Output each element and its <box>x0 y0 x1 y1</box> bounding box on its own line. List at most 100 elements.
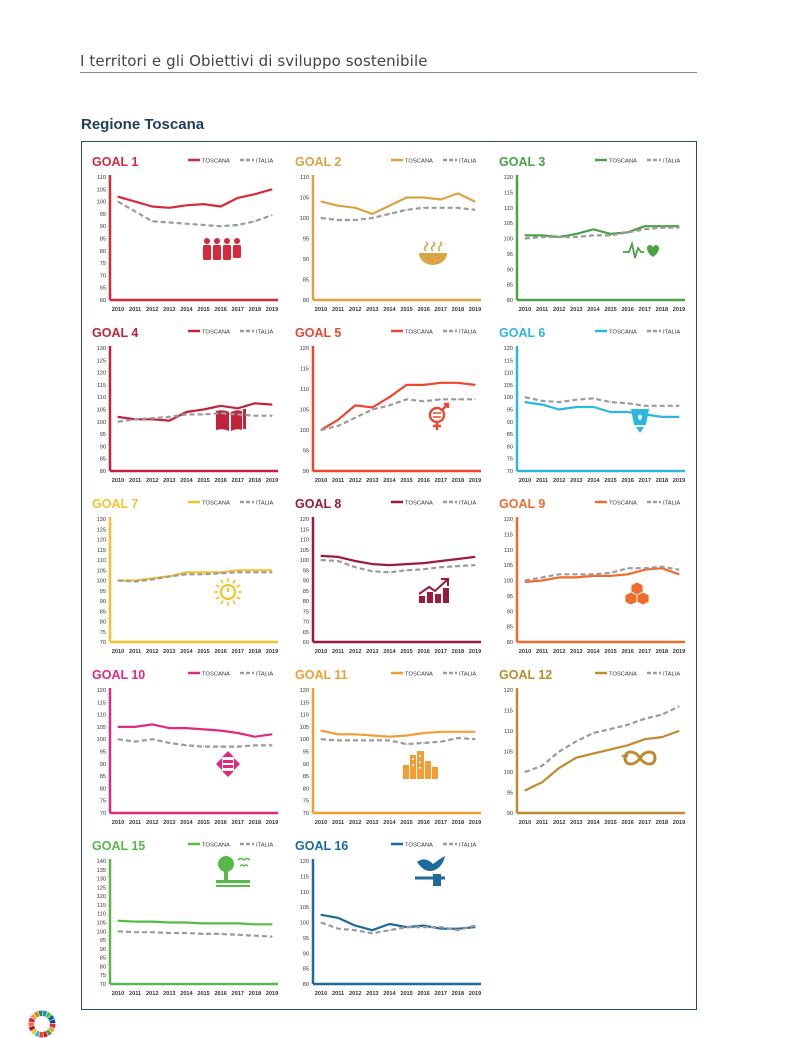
y-tick-label: 105 <box>300 196 309 202</box>
data-point-italia <box>271 571 273 573</box>
data-point-italia <box>388 213 391 215</box>
x-tick-label: 2016 <box>417 991 429 997</box>
data-point-italia <box>220 572 222 574</box>
data-point-toscana <box>678 573 680 575</box>
book-icon <box>216 409 246 431</box>
data-point-italia <box>575 236 577 238</box>
x-tick-label: 2017 <box>639 307 651 313</box>
x-tick-label: 2015 <box>400 649 412 655</box>
y-tick-label: 95 <box>303 750 309 756</box>
data-point-toscana <box>423 924 425 927</box>
x-tick-label: 2010 <box>315 478 327 484</box>
x-tick-label: 2013 <box>366 820 378 826</box>
data-point-italia <box>371 570 373 572</box>
y-tick-label: 90 <box>303 951 309 957</box>
x-tick-label: 2011 <box>332 307 344 313</box>
data-point-italia <box>117 738 119 740</box>
data-point-italia <box>609 234 612 237</box>
data-point-toscana <box>254 402 256 404</box>
y-tick-label: 85 <box>100 237 106 243</box>
legend-label-italia: ITALIA <box>256 843 273 849</box>
data-point-toscana <box>354 207 356 209</box>
y-tick-label: 110 <box>300 713 309 719</box>
legend-label-toscana: TOSCANA <box>609 672 637 678</box>
data-point-italia <box>423 568 425 570</box>
data-point-italia <box>320 559 322 561</box>
x-tick-label: 2016 <box>621 307 633 313</box>
data-point-toscana <box>168 727 170 729</box>
x-tick-label: 2014 <box>587 478 600 484</box>
x-tick-label: 2014 <box>587 820 600 826</box>
x-tick-label: 2019 <box>266 991 278 997</box>
data-point-toscana <box>644 569 646 571</box>
x-tick-label: 2019 <box>673 307 685 313</box>
y-tick-label: 70 <box>303 620 309 626</box>
series-line-toscana <box>524 729 680 792</box>
sdg-wheel-segment <box>30 1013 37 1020</box>
x-tick-label: 2012 <box>146 307 158 313</box>
data-point-italia <box>558 750 560 753</box>
data-point-italia <box>524 237 526 240</box>
x-tick-label: 2017 <box>639 649 651 655</box>
y-tick-label: 95 <box>303 237 309 243</box>
x-tick-label: 2018 <box>656 649 668 655</box>
x-tick-label: 2010 <box>519 649 531 655</box>
data-point-italia <box>541 400 543 402</box>
y-tick-label: 115 <box>504 532 513 538</box>
y-tick-label: 65 <box>303 630 309 636</box>
y-tick-label: 80 <box>303 982 309 988</box>
series-line-toscana <box>320 729 475 738</box>
y-tick-label: 85 <box>507 432 513 438</box>
y-tick-label: 70 <box>100 811 106 817</box>
data-point-toscana <box>202 408 205 411</box>
x-tick-label: 2014 <box>180 478 193 484</box>
series-line-italia <box>117 412 272 423</box>
data-point-italia <box>678 405 680 407</box>
legend-label-italia: ITALIA <box>459 330 476 336</box>
legend-label-italia: ITALIA <box>663 330 680 336</box>
data-point-italia <box>220 225 222 227</box>
chart-goal-4: GOAL 4 TOSCANA ITALIA 80 85 90 95 100 105 110 115 1… <box>88 321 283 486</box>
data-point-italia <box>405 926 408 928</box>
y-tick-label: 70 <box>100 640 106 646</box>
data-point-toscana <box>371 563 373 565</box>
chart-svg: GOAL 15 TOSCANA ITALIA 70 75 80 85 90 95 100 105 11… <box>92 839 278 997</box>
legend-label-italia: ITALIA <box>256 501 273 507</box>
data-point-italia <box>405 209 408 211</box>
x-tick-label: 2015 <box>197 649 209 655</box>
data-point-italia <box>185 932 188 934</box>
x-tick-label: 2010 <box>519 478 531 484</box>
x-tick-label: 2012 <box>146 478 158 484</box>
x-tick-label: 2010 <box>112 991 124 997</box>
data-point-toscana <box>423 384 425 386</box>
data-point-toscana <box>405 563 408 565</box>
data-point-italia <box>151 931 153 933</box>
legend-label-toscana: TOSCANA <box>609 501 637 507</box>
x-tick-label: 2011 <box>536 307 548 313</box>
data-point-toscana <box>575 233 577 235</box>
y-tick-label: 110 <box>300 175 309 181</box>
data-point-italia <box>271 744 273 746</box>
y-tick-label: 90 <box>303 257 309 263</box>
y-tick-label: 125 <box>97 358 106 364</box>
data-point-italia <box>202 745 205 748</box>
data-point-toscana <box>440 382 442 384</box>
y-tick-label: 85 <box>100 956 106 962</box>
y-tick-label: 100 <box>300 737 309 743</box>
legend-label-italia: ITALIA <box>256 159 273 165</box>
data-point-italia <box>558 401 560 403</box>
y-tick-label: 110 <box>97 558 106 564</box>
x-tick-label: 2010 <box>112 478 124 484</box>
x-tick-label: 2015 <box>197 820 209 826</box>
legend-label-italia: ITALIA <box>663 159 680 165</box>
data-point-italia <box>627 724 629 726</box>
chart-title: GOAL 9 <box>499 497 545 511</box>
x-tick-label: 2014 <box>180 649 193 655</box>
data-point-toscana <box>185 411 188 413</box>
chart-goal-6: GOAL 6 TOSCANA ITALIA 70 75 80 85 90 95 100 105 110… <box>495 321 690 486</box>
x-tick-label: 2014 <box>383 991 396 997</box>
x-tick-label: 2012 <box>553 307 565 313</box>
y-tick-label: 80 <box>507 640 513 646</box>
x-tick-label: 2011 <box>536 478 548 484</box>
data-point-toscana <box>661 736 663 738</box>
